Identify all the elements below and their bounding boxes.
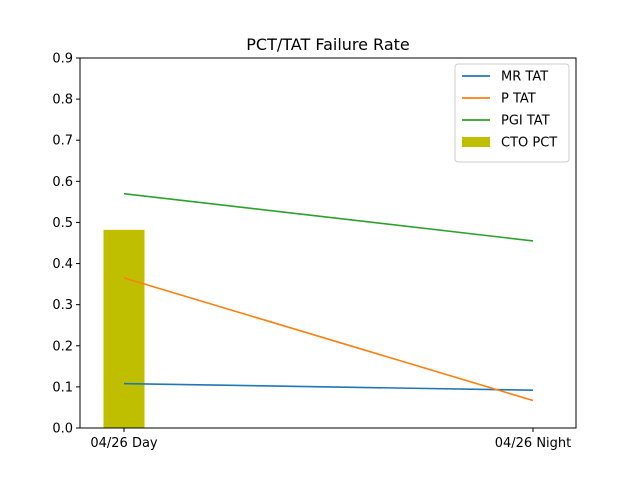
plot-area-frame xyxy=(79,57,577,429)
bar-cto-pct-0 xyxy=(103,229,145,428)
y-tick-label: 0.0 xyxy=(52,422,73,437)
y-tick-label: 0.3 xyxy=(52,298,73,313)
y-tick-label: 0.2 xyxy=(52,339,73,354)
bars-layer xyxy=(103,229,145,428)
legend: MR TAT P TAT PGI TAT CTO PCT xyxy=(454,63,570,163)
legend-label-mr-tat: MR TAT xyxy=(501,70,548,85)
y-tick-label: 0.1 xyxy=(52,380,73,395)
y-tick-label: 0.4 xyxy=(52,257,73,272)
x-tick-label: 04/26 Day xyxy=(90,436,158,451)
legend-label-p-tat: P TAT xyxy=(501,92,536,107)
line-pgi-tat xyxy=(123,192,534,242)
y-tick-label: 0.9 xyxy=(52,52,73,67)
y-tick-label: 0.8 xyxy=(52,93,73,108)
line-mr-tat xyxy=(123,382,534,391)
legend-swatch-cto-pct xyxy=(462,137,490,147)
x-axis: 04/26 Day 04/26 Night xyxy=(90,428,571,451)
legend-label-cto-pct: CTO PCT xyxy=(501,136,557,151)
y-tick-label: 0.6 xyxy=(52,175,73,190)
x-tick-label: 04/26 Night xyxy=(495,436,572,451)
legend-label-pgi-tat: PGI TAT xyxy=(501,114,550,129)
chart-title: PCT/TAT Failure Rate xyxy=(246,35,410,54)
y-axis: 0.0 0.1 0.2 0.3 0.4 0.5 0.6 0.7 0.8 0.9 xyxy=(52,52,80,437)
lines-layer xyxy=(123,192,534,402)
line-p-tat xyxy=(123,277,534,402)
y-tick-label: 0.5 xyxy=(52,216,73,231)
y-tick-label: 0.7 xyxy=(52,134,73,149)
